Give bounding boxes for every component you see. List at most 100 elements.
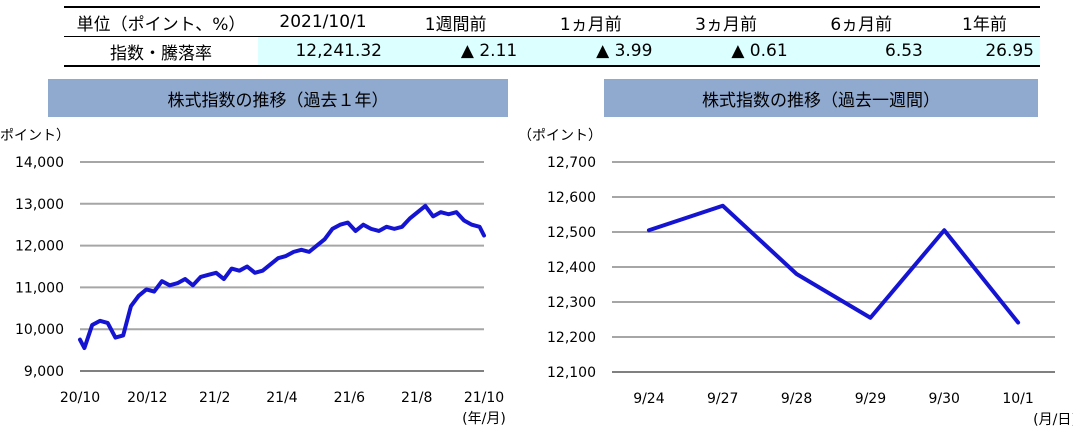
data-point	[400, 225, 404, 229]
x-unit-label: (月/日)	[1033, 412, 1073, 428]
data-point	[152, 290, 156, 294]
data-point	[408, 216, 412, 220]
data-point	[330, 227, 334, 231]
data-point	[144, 287, 148, 291]
chart-title-year: 株式指数の推移（過去１年）	[48, 79, 508, 117]
data-point	[230, 267, 234, 271]
data-point	[431, 214, 435, 218]
x-unit-label: (年/月)	[462, 411, 506, 427]
data-point	[183, 277, 187, 281]
year-change: 26.95	[928, 36, 1040, 67]
unit-header: 単位（ポイント、%）	[64, 6, 258, 37]
data-point	[721, 204, 725, 208]
row-label: 指数・騰落率	[64, 36, 258, 67]
y-unit-label: （ポイント）	[0, 128, 70, 144]
x-tick-label: 9/27	[707, 391, 738, 407]
data-point	[98, 319, 102, 323]
data-point	[470, 223, 474, 227]
chart-year: 14,000 13,000 12,000 11,000 10,000 9,000 （ポイント…	[0, 128, 506, 427]
summary-table: 単位（ポイント、%） 2021/10/1 1週間前 1ヵ月前 3ヵ月前 6ヵ月前…	[64, 6, 1040, 67]
x-tick-label: 9/29	[855, 391, 886, 407]
y-tick-label: 12,200	[547, 330, 596, 346]
data-point	[82, 346, 86, 350]
data-point	[168, 283, 172, 287]
data-point	[284, 254, 288, 258]
data-point	[361, 223, 365, 227]
data-point	[199, 275, 203, 279]
data-point	[121, 333, 125, 337]
y-tick-label: 11,000	[15, 280, 64, 296]
data-point	[292, 250, 296, 254]
data-point	[1016, 321, 1020, 325]
date-header: 2021/10/1	[258, 6, 388, 37]
y-tick-label: 12,300	[547, 295, 596, 311]
data-point	[214, 271, 218, 275]
data-point	[222, 277, 226, 281]
data-point	[276, 256, 280, 260]
x-tick-label: 21/2	[199, 390, 230, 406]
x-tick-label: 20/10	[60, 390, 100, 406]
data-point	[369, 227, 373, 231]
data-point	[253, 271, 257, 275]
data-point	[377, 229, 381, 233]
y-tick-label: 12,600	[547, 190, 596, 206]
data-point	[868, 316, 872, 320]
six-month-change: 6.53	[793, 36, 929, 67]
table-header-row: 単位（ポイント、%） 2021/10/1 1週間前 1ヵ月前 3ヵ月前 6ヵ月前…	[64, 6, 1040, 37]
chart-title-week: 株式指数の推移（過去一週間）	[604, 79, 1038, 117]
chart-week: 12,700 12,600 12,500 12,400 12,300 12,200 12,1…	[518, 128, 1073, 428]
y-tick-label: 10,000	[15, 322, 64, 338]
data-point	[416, 210, 420, 214]
x-tick-label: 21/6	[334, 390, 366, 406]
data-point	[245, 265, 249, 268]
x-tick-label: 21/4	[266, 390, 298, 406]
data-point	[137, 294, 141, 298]
data-point	[307, 250, 311, 254]
data-point	[206, 273, 210, 277]
y-tick-label: 12,000	[15, 239, 64, 255]
data-point	[113, 336, 117, 340]
data-point	[237, 269, 241, 273]
data-point	[261, 269, 265, 273]
three-month-header: 3ヵ月前	[658, 6, 794, 37]
data-point	[447, 212, 451, 216]
data-point	[299, 248, 303, 252]
x-tick-label: 21/8	[401, 390, 432, 406]
data-point	[338, 223, 342, 227]
y-tick-label: 14,000	[15, 155, 64, 171]
data-point	[175, 281, 179, 285]
y-tick-label: 12,700	[547, 155, 596, 171]
y-tick-label: 13,000	[15, 197, 64, 213]
data-point	[191, 283, 195, 287]
y-tick-label: 9,000	[24, 364, 64, 380]
data-point	[462, 219, 466, 223]
data-point	[647, 228, 651, 232]
data-point	[160, 279, 164, 283]
y-tick-label: 12,100	[547, 365, 596, 381]
data-point	[423, 204, 427, 208]
data-point	[454, 210, 458, 214]
x-tick-label: 9/24	[633, 391, 665, 407]
x-tick-label: 9/28	[781, 391, 812, 407]
data-point	[106, 321, 110, 325]
data-point	[90, 323, 94, 327]
y-tick-label: 12,500	[547, 225, 596, 241]
x-tick-label: 20/12	[127, 390, 167, 406]
data-point	[942, 228, 946, 232]
data-point	[795, 272, 799, 276]
x-tick-label: 21/10	[464, 390, 504, 406]
week-ago-header: 1週間前	[388, 6, 524, 37]
data-point	[129, 304, 133, 308]
data-point	[315, 244, 319, 248]
x-tick-label: 9/30	[929, 391, 960, 407]
data-point	[392, 227, 396, 231]
three-month-change: ▲ 0.61	[658, 36, 794, 67]
data-point	[482, 234, 486, 238]
series-line	[78, 203, 486, 351]
data-point	[78, 338, 82, 342]
y-tick-label: 12,400	[547, 260, 596, 276]
data-point	[346, 221, 350, 225]
month-ago-header: 1ヵ月前	[523, 6, 659, 37]
data-point	[439, 210, 443, 214]
y-unit-label: （ポイント）	[518, 128, 602, 144]
